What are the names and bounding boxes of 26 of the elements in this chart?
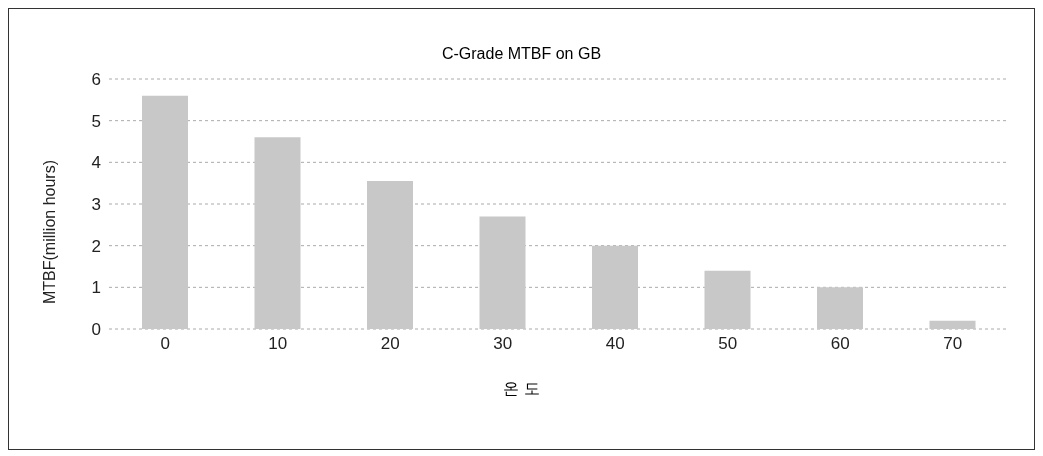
bar: [929, 320, 976, 329]
y-tick-label: 1: [91, 278, 101, 298]
bar: [817, 287, 863, 329]
x-tick-label: 30: [493, 334, 513, 354]
x-tick-label: 70: [943, 334, 963, 354]
x-tick-label: 10: [268, 334, 288, 354]
chart-title: C-Grade MTBF on GB: [440, 45, 603, 63]
bar: [254, 137, 301, 329]
y-tick-label: 5: [91, 111, 101, 131]
y-tick-label: 3: [91, 195, 101, 215]
bar: [367, 181, 413, 329]
x-axis-title: 온 도: [502, 379, 541, 399]
bar: [704, 270, 751, 329]
y-axis-title: MTBF(million hours): [40, 159, 58, 304]
y-tick-label: 2: [91, 236, 101, 256]
y-tick-label: 6: [91, 70, 101, 90]
y-tick-label: 4: [91, 153, 101, 173]
x-tick-label: 50: [718, 334, 738, 354]
bar: [479, 216, 526, 329]
x-tick-label: 40: [605, 334, 625, 354]
x-tick-label: 0: [160, 334, 170, 354]
bar: [142, 95, 188, 329]
x-tick-label: 20: [380, 334, 400, 354]
x-tick-label: 60: [830, 334, 850, 354]
y-tick-label: 0: [91, 320, 101, 340]
bar: [592, 245, 638, 329]
